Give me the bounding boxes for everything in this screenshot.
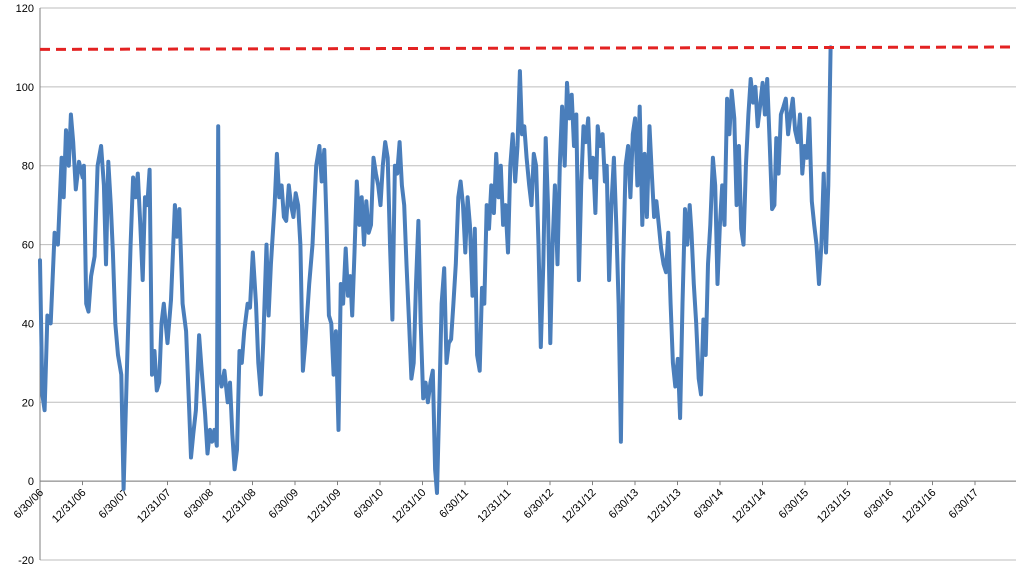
x-tick-label: 6/30/10 — [352, 487, 386, 521]
y-tick-label: 120 — [16, 3, 34, 15]
x-tick-label: 6/30/11 — [437, 487, 471, 521]
y-tick-label: 80 — [22, 161, 34, 173]
y-tick-label: 0 — [28, 476, 34, 488]
x-tick-label: 12/31/16 — [900, 487, 939, 526]
x-tick-label: 6/30/07 — [97, 487, 131, 521]
y-tick-label: -20 — [18, 555, 34, 567]
y-tick-label: 40 — [22, 318, 34, 330]
y-tick-label: 60 — [22, 240, 34, 252]
y-tick-label: 20 — [22, 397, 34, 409]
x-axis-tick-labels: 6/30/06 12/31/06 6/30/07 12/31/07 6/30/08 12/… — [12, 487, 981, 526]
x-tick-label: 12/31/13 — [645, 487, 684, 526]
x-tick-label: 12/31/15 — [815, 487, 854, 526]
x-tick-label: 6/30/06 — [12, 487, 46, 521]
grid-lines — [40, 7, 1016, 561]
x-tick-label: 6/30/15 — [777, 487, 811, 521]
x-tick-label: 12/31/10 — [390, 487, 429, 526]
x-tick-label: 12/31/11 — [475, 487, 513, 525]
series-line — [38, 45, 833, 495]
x-tick-label: 6/30/14 — [692, 487, 726, 521]
reference-line-dashed — [39, 45, 1017, 51]
x-tick-label: 6/30/13 — [607, 487, 641, 521]
x-tick-label: 6/30/16 — [862, 487, 896, 521]
series-layer — [38, 45, 1017, 495]
x-tick-label: 6/30/08 — [182, 487, 216, 521]
x-tick-label: 12/31/09 — [305, 487, 344, 526]
x-tick-label: 6/30/12 — [522, 487, 556, 521]
x-tick-label: 12/31/08 — [220, 487, 259, 526]
x-tick-label: 6/30/17 — [947, 487, 981, 521]
y-tick-label: 100 — [16, 82, 34, 94]
y-axis-tick-labels: -20 0 20 40 60 80 100 120 — [16, 3, 34, 567]
x-tick-label: 6/30/09 — [267, 487, 301, 521]
x-tick-label: 12/31/06 — [50, 487, 89, 526]
axes — [39, 8, 1016, 560]
x-tick-label: 12/31/14 — [730, 487, 769, 526]
x-tick-label: 12/31/07 — [135, 487, 174, 526]
x-tick-label: 12/31/12 — [560, 487, 599, 526]
